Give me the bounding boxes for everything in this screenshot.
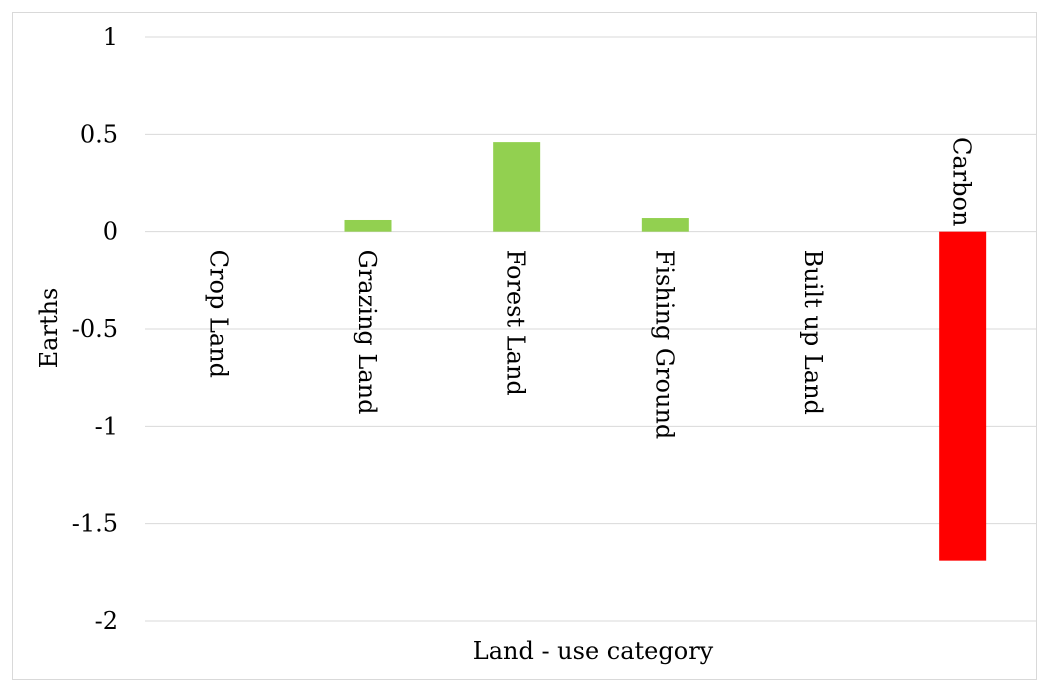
- category-label-carbon: Carbon: [948, 137, 976, 226]
- bar-forest-land: [493, 142, 541, 232]
- y-tick-label: -2: [95, 607, 118, 635]
- gridlines: [145, 36, 1037, 622]
- category-label-built-up-land: Built up Land: [799, 250, 827, 415]
- category-label-grazing-land: Grazing Land: [353, 250, 381, 415]
- category-labels: Crop Land Grazing Land Forest Land Fishing …: [204, 137, 975, 439]
- y-tick-label: 0: [103, 218, 118, 246]
- category-label-forest-land: Forest Land: [502, 250, 530, 396]
- category-label-fishing-ground: Fishing Ground: [650, 250, 678, 440]
- y-axis-title: Earths: [35, 288, 63, 369]
- bar-fishing-ground: [641, 218, 689, 232]
- y-tick-label: -1: [95, 412, 118, 440]
- y-tick-label: 0.5: [80, 120, 118, 148]
- y-tick-label: -0.5: [72, 315, 118, 343]
- y-tick-labels: 1 0.5 0 -0.5 -1 -1.5 -2: [72, 23, 118, 635]
- x-axis-title: Land - use category: [473, 637, 714, 665]
- y-tick-label: 1: [103, 23, 118, 51]
- bar-grazing-land: [344, 219, 392, 232]
- bars: [344, 142, 987, 561]
- category-label-crop-land: Crop Land: [204, 250, 232, 378]
- bar-carbon: [939, 231, 987, 561]
- y-tick-label: -1.5: [72, 510, 118, 538]
- chart-frame: [12, 12, 1037, 680]
